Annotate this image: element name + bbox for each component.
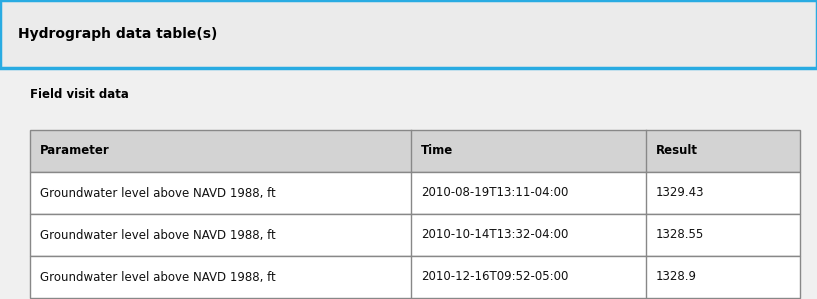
Text: 2010-08-19T13:11-04:00: 2010-08-19T13:11-04:00: [421, 187, 569, 199]
Text: Groundwater level above NAVD 1988, ft: Groundwater level above NAVD 1988, ft: [40, 187, 276, 199]
Text: 2010-12-16T09:52-05:00: 2010-12-16T09:52-05:00: [421, 271, 569, 283]
Bar: [30, 214, 800, 256]
Text: Groundwater level above NAVD 1988, ft: Groundwater level above NAVD 1988, ft: [40, 271, 276, 283]
Bar: [30, 256, 800, 298]
Text: 1328.9: 1328.9: [656, 271, 697, 283]
Text: Result: Result: [656, 144, 698, 158]
Text: 1328.55: 1328.55: [656, 228, 704, 242]
Text: Groundwater level above NAVD 1988, ft: Groundwater level above NAVD 1988, ft: [40, 228, 276, 242]
Text: 1329.43: 1329.43: [656, 187, 704, 199]
Text: Field visit data: Field visit data: [30, 89, 129, 101]
Text: Parameter: Parameter: [40, 144, 109, 158]
Text: 2010-10-14T13:32-04:00: 2010-10-14T13:32-04:00: [421, 228, 569, 242]
Bar: [30, 130, 800, 172]
Text: Hydrograph data table(s): Hydrograph data table(s): [18, 27, 217, 41]
Text: Time: Time: [421, 144, 453, 158]
Bar: [30, 172, 800, 214]
Bar: [0, 0, 817, 68]
